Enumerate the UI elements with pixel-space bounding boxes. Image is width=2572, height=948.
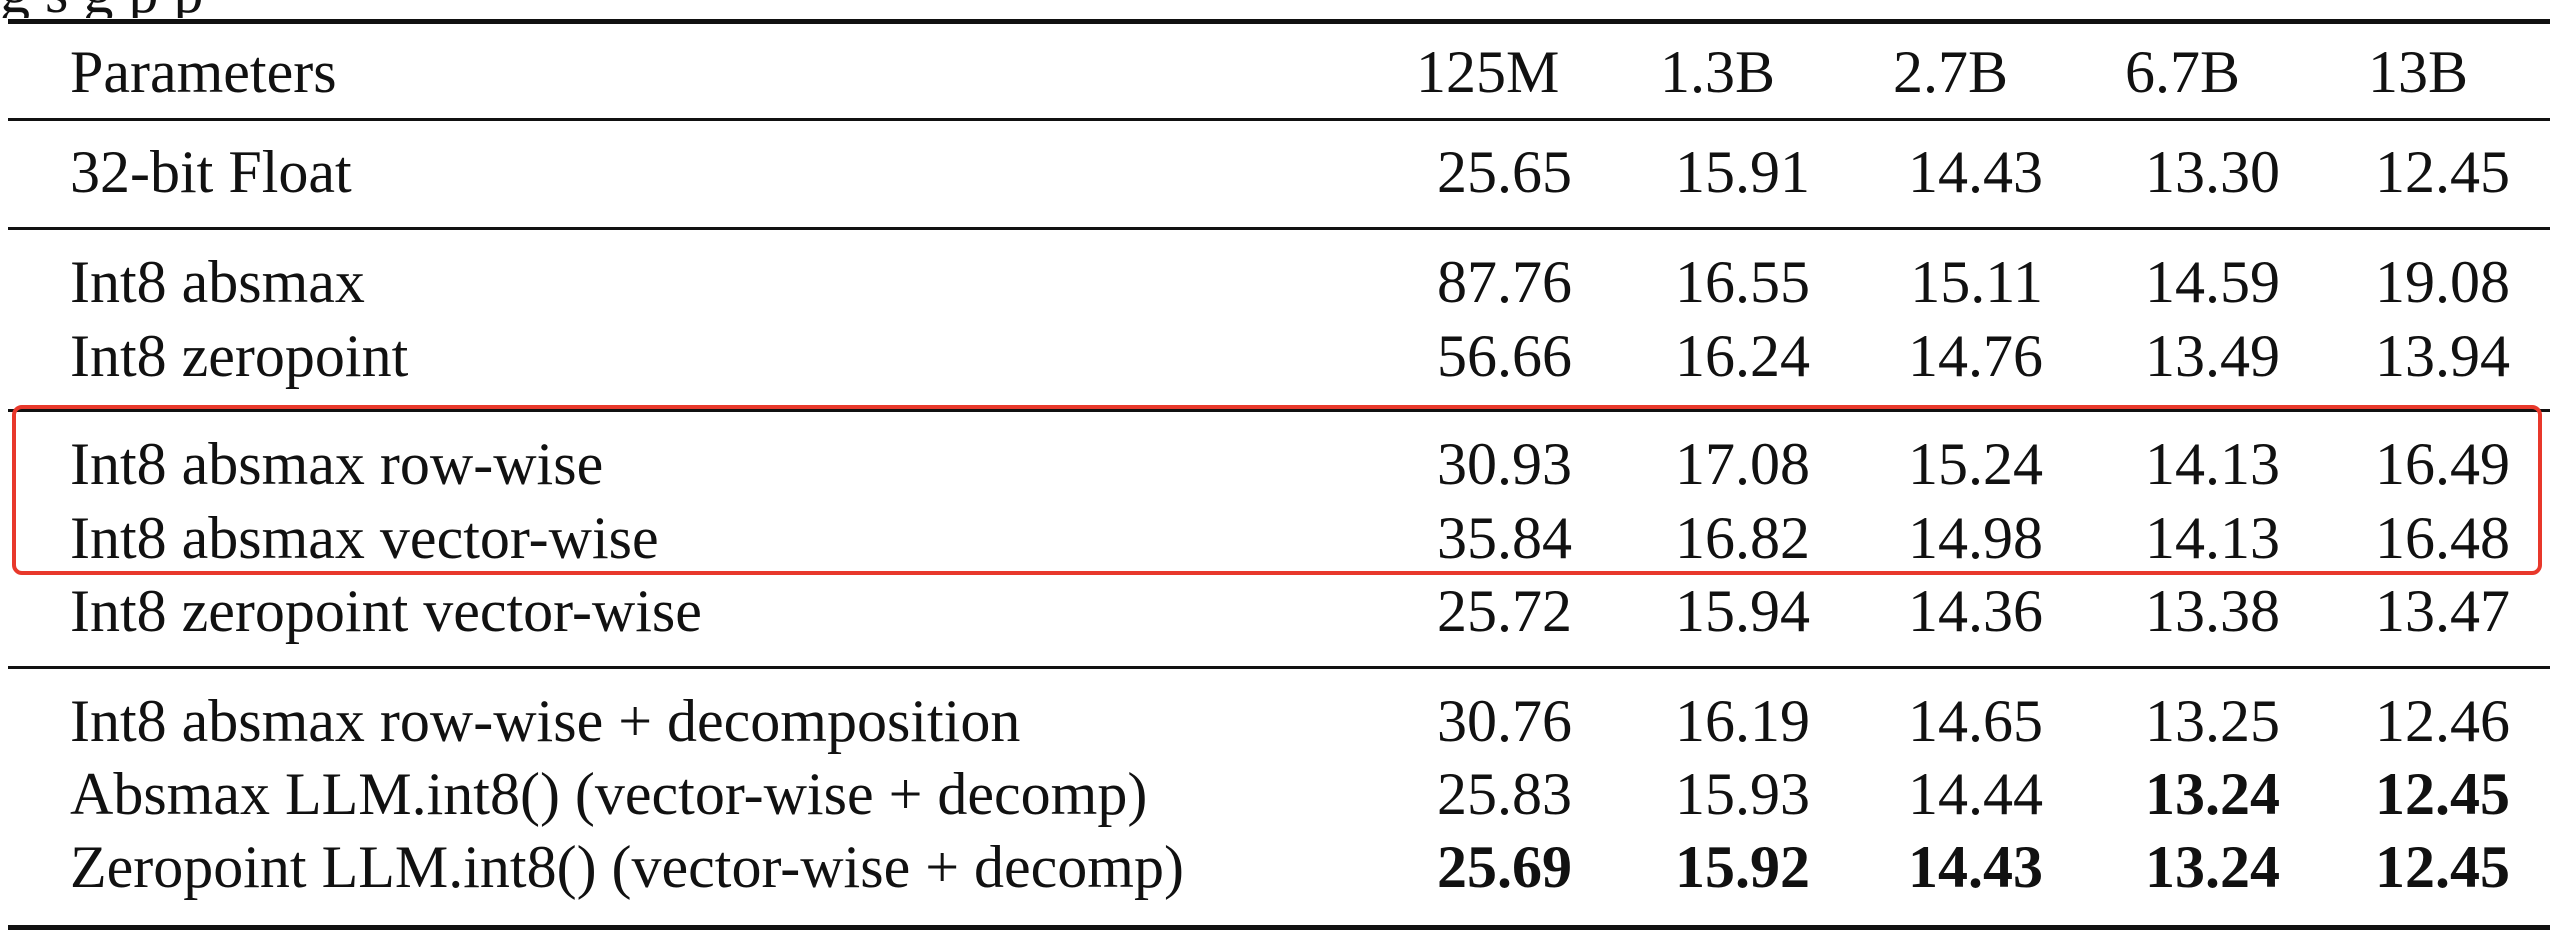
value-cell: 16.24 — [1675, 323, 1810, 389]
header-col-3: 2.7B — [1893, 39, 2009, 105]
header-rule — [8, 118, 2550, 121]
value-cell: 16.82 — [1675, 505, 1810, 571]
value-cell: 14.36 — [1908, 578, 2043, 644]
table-row: Int8 absmax row-wise 30.93 17.08 15.24 14.13… — [0, 428, 2572, 500]
row-label: Int8 zeropoint — [70, 323, 409, 389]
value-cell: 35.84 — [1437, 505, 1572, 571]
table-row: Absmax LLM.int8() (vector-wise + decomp)… — [0, 758, 2572, 830]
header-col-2: 1.3B — [1660, 39, 1776, 105]
value-cell: 12.45 — [2375, 139, 2510, 205]
table-row: 32-bit Float 25.65 15.91 14.43 13.30 12.45 — [0, 136, 2572, 208]
table-row: Int8 absmax vector-wise 35.84 16.82 14.98 14… — [0, 502, 2572, 574]
value-cell: 14.59 — [2145, 249, 2280, 315]
table-row: Int8 zeropoint vector-wise 25.72 15.94 14.3… — [0, 575, 2572, 647]
value-cell: 12.45 — [2375, 761, 2510, 827]
value-cell: 16.55 — [1675, 249, 1810, 315]
value-cell: 13.94 — [2375, 323, 2510, 389]
value-cell: 15.11 — [1910, 249, 2043, 315]
header-label: Parameters — [70, 39, 337, 105]
bottom-rule — [8, 925, 2550, 930]
value-cell: 15.94 — [1675, 578, 1810, 644]
value-cell: 30.76 — [1437, 688, 1572, 754]
value-cell: 25.69 — [1437, 834, 1572, 900]
value-cell: 25.65 — [1437, 139, 1572, 205]
value-cell: 30.93 — [1437, 431, 1572, 497]
header-col-1: 125M — [1416, 39, 1560, 105]
value-cell: 14.76 — [1908, 323, 2043, 389]
value-cell: 13.30 — [2145, 139, 2280, 205]
value-cell: 15.24 — [1908, 431, 2043, 497]
value-cell: 15.92 — [1675, 834, 1810, 900]
top-rule — [8, 19, 2550, 24]
row-label: Int8 zeropoint vector-wise — [70, 578, 702, 644]
value-cell: 14.65 — [1908, 688, 2043, 754]
value-cell: 17.08 — [1675, 431, 1810, 497]
row-label: Int8 absmax row-wise + decomposition — [70, 688, 1021, 754]
value-cell: 25.72 — [1437, 578, 1572, 644]
row-label: Int8 absmax — [70, 249, 365, 315]
value-cell: 14.43 — [1908, 834, 2043, 900]
value-cell: 87.76 — [1437, 249, 1572, 315]
table-header-row: Parameters 125M 1.3B 2.7B 6.7B 13B — [0, 36, 2572, 108]
row-label: Int8 absmax vector-wise — [70, 505, 659, 571]
value-cell: 15.91 — [1675, 139, 1810, 205]
table-row: Int8 absmax 87.76 16.55 15.11 14.59 19.08 — [0, 246, 2572, 318]
row-label: Int8 absmax row-wise — [70, 431, 604, 497]
value-cell: 12.46 — [2375, 688, 2510, 754]
group-rule-3 — [8, 666, 2550, 669]
row-label: Absmax LLM.int8() (vector-wise + decomp) — [70, 761, 1148, 827]
value-cell: 19.08 — [2375, 249, 2510, 315]
value-cell: 14.43 — [1908, 139, 2043, 205]
value-cell: 14.13 — [2145, 505, 2280, 571]
value-cell: 16.48 — [2375, 505, 2510, 571]
value-cell: 13.49 — [2145, 323, 2280, 389]
value-cell: 14.44 — [1908, 761, 2043, 827]
table-row: Int8 zeropoint 56.66 16.24 14.76 13.49 13.94 — [0, 320, 2572, 392]
value-cell: 56.66 — [1437, 323, 1572, 389]
value-cell: 16.19 — [1675, 688, 1810, 754]
value-cell: 13.38 — [2145, 578, 2280, 644]
value-cell: 25.83 — [1437, 761, 1572, 827]
value-cell: 13.24 — [2145, 761, 2280, 827]
value-cell: 13.47 — [2375, 578, 2510, 644]
table-row: Zeropoint LLM.int8() (vector-wise + deco… — [0, 831, 2572, 903]
row-label: 32-bit Float — [70, 139, 352, 205]
value-cell: 12.45 — [2375, 834, 2510, 900]
value-cell: 15.93 — [1675, 761, 1810, 827]
highlight-box — [12, 405, 2542, 575]
caption-fragment: g s g p p — [0, 0, 2540, 18]
group-rule-1 — [8, 227, 2550, 230]
value-cell: 14.98 — [1908, 505, 2043, 571]
value-cell: 13.24 — [2145, 834, 2280, 900]
value-cell: 14.13 — [2145, 431, 2280, 497]
value-cell: 16.49 — [2375, 431, 2510, 497]
row-label: Zeropoint LLM.int8() (vector-wise + deco… — [70, 834, 1184, 900]
header-col-5: 13B — [2368, 39, 2469, 105]
table-row: Int8 absmax row-wise + decomposition 30.7… — [0, 685, 2572, 757]
value-cell: 13.25 — [2145, 688, 2280, 754]
header-col-4: 6.7B — [2125, 39, 2241, 105]
group-rule-2 — [8, 409, 2550, 412]
